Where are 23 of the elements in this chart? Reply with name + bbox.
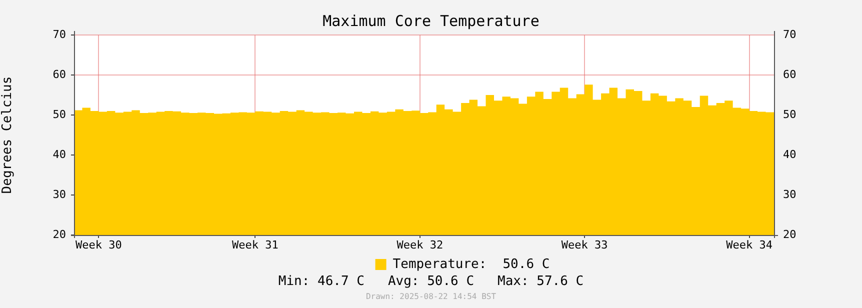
- x-tick-label: Week 33: [561, 238, 608, 252]
- y2-tick-label: 40: [783, 148, 796, 161]
- y-tick-label: 20: [52, 228, 66, 241]
- y-tick-label: 40: [52, 148, 66, 161]
- text: Min: 46.7 C Avg: 50.6 C Max: 57.6 C: [277, 274, 585, 289]
- chart-title: Maximum Core Temperature: [322, 12, 540, 30]
- y-tick-label: 50: [52, 108, 66, 121]
- y2-tick-label: 70: [783, 28, 796, 41]
- y-tick-label: 30: [52, 188, 66, 201]
- y2-tick-label: 20: [783, 228, 796, 241]
- y-tick-label: 70: [52, 28, 66, 41]
- y2-tick-label: 60: [783, 68, 796, 81]
- x-tick-label: Week 34: [726, 238, 773, 252]
- legend-label: Temperature:: [392, 256, 487, 272]
- y2-tick-label: 30: [783, 188, 796, 201]
- y2-tick-label: 50: [783, 108, 796, 121]
- text: 50.6 C: [502, 256, 550, 272]
- text: Drawn: 2025-08-22 14:54 BST: [364, 292, 498, 301]
- x-tick-label: Week 30: [76, 238, 122, 252]
- y-tick-label: 60: [52, 68, 66, 81]
- y-axis-title: Degrees Celcius: [0, 76, 16, 194]
- x-tick-label: Week 32: [396, 238, 444, 252]
- x-tick-label: Week 31: [232, 238, 278, 252]
